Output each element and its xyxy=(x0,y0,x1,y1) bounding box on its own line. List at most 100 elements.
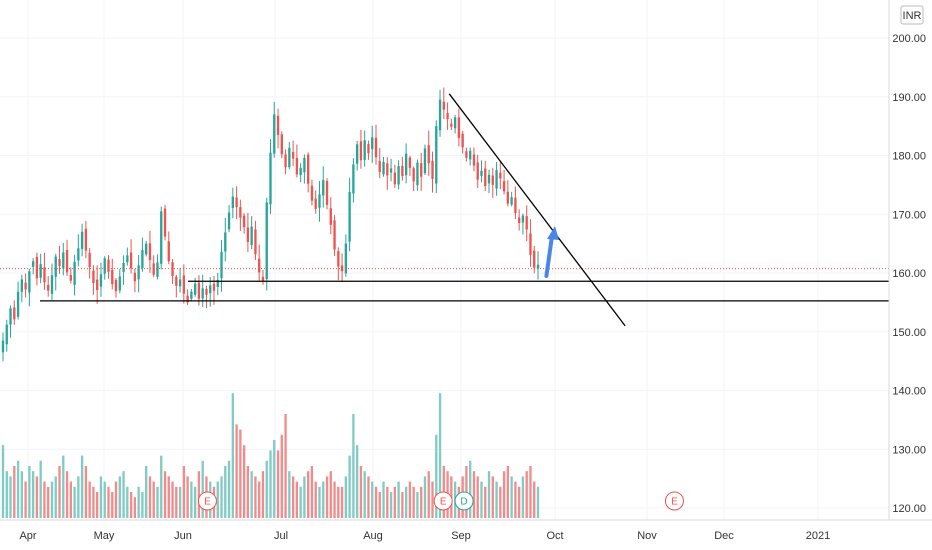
volume-bar xyxy=(122,471,125,518)
volume-bar xyxy=(340,486,344,518)
candle-body xyxy=(393,172,396,185)
volume-bar xyxy=(99,476,103,518)
volume-bar xyxy=(84,466,88,518)
volume-bar xyxy=(9,476,12,518)
volume-bar xyxy=(54,476,57,518)
candle-body xyxy=(167,241,170,262)
candle-body xyxy=(137,265,140,280)
volume-bar xyxy=(239,429,242,518)
price-axis[interactable]: 120.00 130.00 140.00 150.00 160.00 170.00 180.… xyxy=(888,0,932,520)
volume-bar xyxy=(484,486,487,518)
event-badge xyxy=(454,491,474,511)
candle-body xyxy=(175,276,178,286)
currency-badge: INR xyxy=(900,5,924,25)
candle-body xyxy=(363,140,366,160)
candle-body xyxy=(178,279,182,287)
candle-body xyxy=(506,191,510,204)
volume-bar xyxy=(329,471,332,518)
volume-bar xyxy=(148,476,152,518)
candle-body xyxy=(182,275,186,294)
candlesticks xyxy=(1,87,540,362)
candle-body xyxy=(265,202,268,280)
event-badge xyxy=(433,491,453,511)
candle-body xyxy=(235,197,238,208)
candle-body xyxy=(254,229,257,255)
volume-bar xyxy=(307,471,310,518)
price-tick-label: 180.00 xyxy=(892,151,926,163)
volume-bar xyxy=(352,414,355,518)
price-tick-label: 160.00 xyxy=(892,268,926,280)
candle-body xyxy=(378,161,381,172)
candle-body xyxy=(73,261,76,285)
candle-body xyxy=(126,255,129,263)
candle-body xyxy=(111,270,114,285)
candle-body xyxy=(374,137,378,158)
volume-bar xyxy=(69,481,72,518)
candle-body xyxy=(517,217,521,224)
candle-body xyxy=(163,208,167,237)
candle-body xyxy=(318,194,321,208)
volume-bar xyxy=(495,481,498,518)
volume-bar xyxy=(506,466,510,518)
candle-body xyxy=(20,279,24,292)
candle-body xyxy=(193,283,197,295)
candle-body xyxy=(77,248,80,261)
price-tick-label: 200.00 xyxy=(892,33,926,45)
candle-body xyxy=(280,134,283,155)
volume-bar xyxy=(31,471,35,518)
candle-body xyxy=(307,154,310,184)
volume-bar xyxy=(126,486,129,518)
volume-bar xyxy=(280,434,283,518)
candle-body xyxy=(201,288,204,299)
currency-label: INR xyxy=(903,10,922,22)
candle-body xyxy=(525,216,528,230)
volume-bar xyxy=(250,471,253,518)
candle-body xyxy=(50,275,54,294)
candle-body xyxy=(491,175,494,185)
candle-body xyxy=(148,243,152,261)
volume-bar xyxy=(216,481,219,518)
volume-bar xyxy=(438,393,442,518)
volume-bar xyxy=(408,481,412,518)
up-arrow-head xyxy=(547,226,559,240)
volume-bar xyxy=(536,486,540,518)
candle-body xyxy=(408,157,412,168)
candle-body xyxy=(291,151,295,159)
volume-bar xyxy=(160,455,163,518)
candle-body xyxy=(35,256,39,279)
candle-body xyxy=(156,262,159,277)
volume-bar xyxy=(129,492,133,518)
candle-body xyxy=(299,167,302,176)
volume-bar xyxy=(420,486,423,518)
volume-bar xyxy=(231,393,234,518)
volume-bar xyxy=(404,486,408,518)
volume-bar xyxy=(265,460,268,518)
candle-body xyxy=(529,233,532,255)
candle-body xyxy=(288,147,291,168)
volume-bar xyxy=(62,455,65,518)
candle-body xyxy=(476,162,479,180)
candle-body xyxy=(58,259,61,266)
candle-body xyxy=(284,154,287,168)
price-tick-label: 140.00 xyxy=(892,386,926,398)
candle-body xyxy=(242,215,246,228)
candle-body xyxy=(325,181,329,205)
volume-bar xyxy=(397,481,400,518)
candle-body xyxy=(103,258,106,274)
event-badge xyxy=(197,491,217,511)
volume-bar xyxy=(514,481,517,518)
volume-bar xyxy=(517,486,521,518)
time-axis[interactable]: Apr May Jun Jul Aug Sep Oct Nov Dec 2021 xyxy=(0,519,932,550)
candle-body xyxy=(502,181,506,192)
candle-body xyxy=(269,152,272,205)
drawings[interactable] xyxy=(448,93,626,327)
time-tick-label: May xyxy=(94,530,115,542)
volume-bar xyxy=(167,476,170,518)
volume-bar xyxy=(382,481,385,518)
volume-bar xyxy=(393,486,396,518)
candle-body xyxy=(337,251,340,267)
candle-body xyxy=(465,151,468,158)
volume-bar xyxy=(371,481,374,518)
